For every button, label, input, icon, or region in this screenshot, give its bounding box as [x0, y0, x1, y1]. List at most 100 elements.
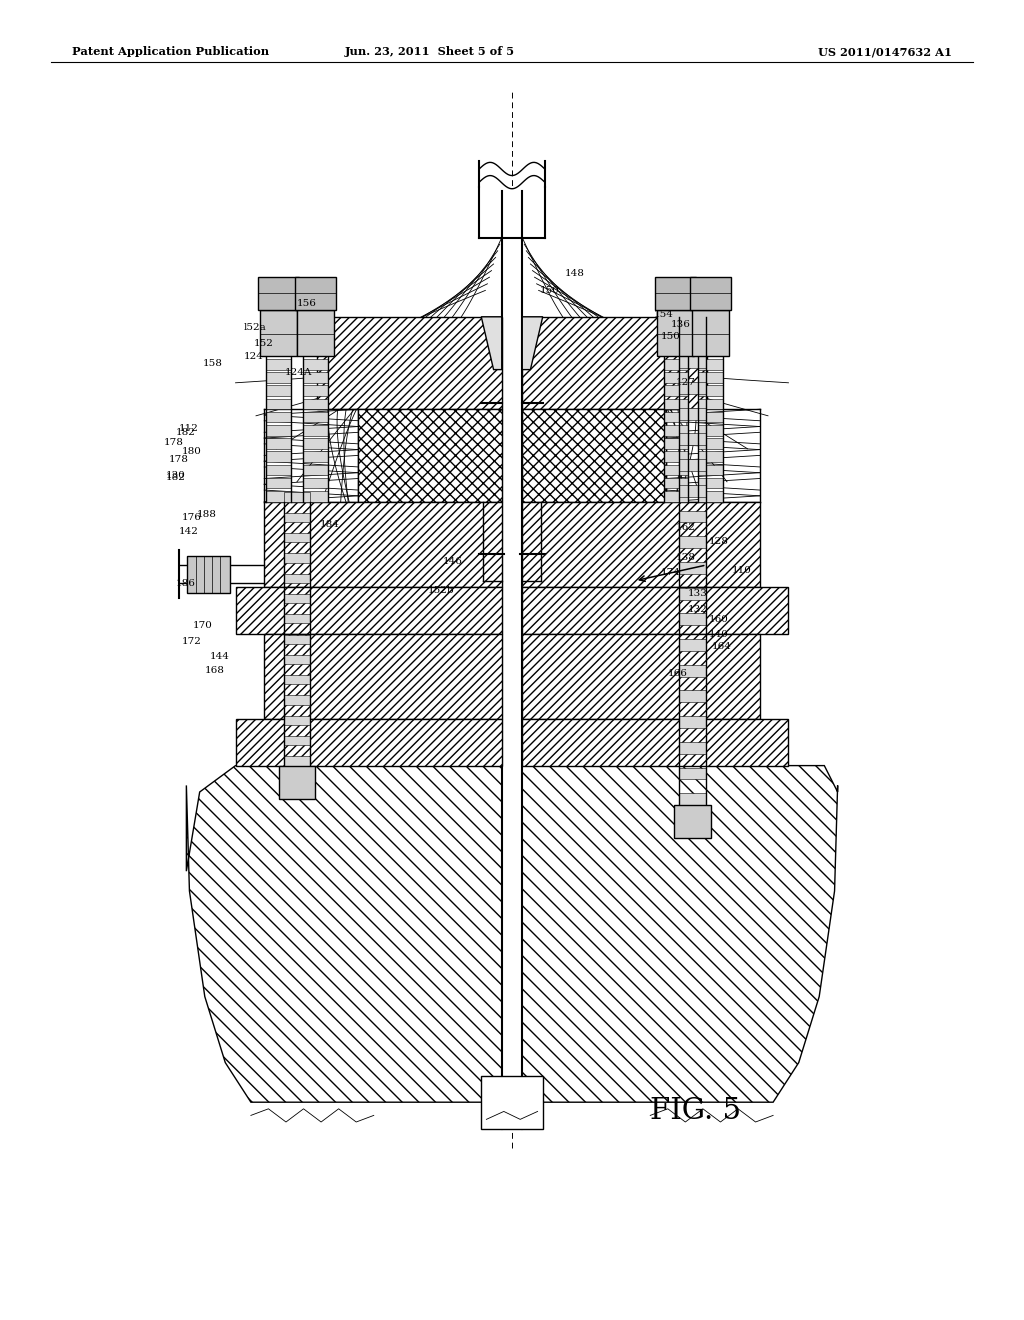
Text: 166: 166 [668, 669, 687, 677]
Text: Patent Application Publication: Patent Application Publication [72, 46, 269, 57]
Bar [284, 574, 310, 583]
Text: 150: 150 [660, 333, 680, 341]
Bar [664, 372, 688, 383]
Bar [303, 438, 328, 449]
Bar [266, 438, 291, 449]
Bar [679, 717, 706, 729]
Text: 178: 178 [164, 438, 183, 446]
Bar [679, 408, 706, 420]
Bar [284, 655, 310, 664]
Bar [266, 385, 291, 396]
Bar [664, 399, 688, 409]
Polygon shape [186, 766, 502, 1102]
Text: 140: 140 [709, 631, 728, 639]
Bar [266, 346, 291, 356]
Bar [303, 465, 328, 475]
Bar [679, 511, 706, 523]
Bar [303, 346, 328, 356]
Bar [284, 594, 310, 603]
Bar [264, 634, 502, 719]
Text: 128: 128 [709, 537, 728, 545]
Bar [266, 359, 291, 370]
Bar [303, 412, 328, 422]
Bar [692, 310, 729, 356]
Bar [522, 409, 666, 502]
Bar [266, 399, 291, 409]
Text: 174: 174 [660, 569, 680, 577]
Bar [698, 346, 723, 356]
Bar [266, 425, 291, 436]
Bar [303, 425, 328, 436]
Bar [679, 536, 706, 548]
Text: 184: 184 [319, 520, 339, 528]
Text: 152b: 152b [428, 586, 455, 594]
Bar [664, 425, 688, 436]
Text: 150: 150 [540, 286, 559, 294]
Bar [679, 768, 706, 780]
Bar [479, 187, 545, 238]
Bar [522, 719, 788, 766]
Text: 156: 156 [297, 300, 316, 308]
Text: 162: 162 [676, 524, 695, 532]
Text: Jun. 23, 2011  Sheet 5 of 5: Jun. 23, 2011 Sheet 5 of 5 [345, 46, 515, 57]
Text: 148: 148 [565, 269, 585, 277]
Bar [266, 372, 291, 383]
Bar [260, 310, 297, 356]
Bar [664, 451, 688, 462]
Bar [303, 372, 328, 383]
Bar [284, 696, 310, 705]
Bar [284, 756, 310, 766]
Bar [522, 317, 707, 409]
Bar [481, 1076, 543, 1129]
Bar [284, 492, 310, 502]
Text: 146: 146 [442, 557, 462, 565]
Bar [266, 465, 291, 475]
Bar [679, 381, 706, 393]
Bar [679, 587, 706, 599]
Text: 124: 124 [244, 352, 263, 360]
Text: 142: 142 [179, 528, 199, 536]
Bar [284, 512, 310, 521]
Bar [264, 502, 502, 587]
Bar [187, 556, 230, 593]
Bar [284, 553, 310, 562]
Bar [679, 305, 706, 317]
Text: 186: 186 [176, 579, 196, 587]
Bar [284, 533, 310, 543]
Text: 124A: 124A [285, 368, 312, 376]
Bar [698, 438, 723, 449]
Bar [284, 675, 310, 684]
Bar [295, 277, 336, 310]
Bar [664, 478, 688, 488]
Bar [522, 634, 760, 719]
Bar [284, 715, 310, 725]
Bar [284, 614, 310, 623]
Polygon shape [522, 317, 543, 370]
Text: US 2011/0147632 A1: US 2011/0147632 A1 [818, 46, 952, 57]
Text: 130: 130 [166, 471, 185, 479]
Text: FIG. 5: FIG. 5 [650, 1097, 741, 1125]
Bar [358, 409, 502, 502]
Bar [698, 491, 723, 502]
Bar [258, 277, 299, 310]
Bar [690, 277, 731, 310]
Bar [664, 491, 688, 502]
Text: 182: 182 [166, 474, 185, 482]
Bar [266, 451, 291, 462]
Text: 154: 154 [653, 310, 673, 318]
Bar [266, 478, 291, 488]
Bar [679, 639, 706, 651]
Bar [674, 805, 711, 838]
Bar [679, 433, 706, 445]
Polygon shape [481, 317, 502, 370]
Bar [284, 737, 310, 746]
Text: 188: 188 [197, 511, 216, 519]
Bar [698, 372, 723, 383]
Bar [303, 478, 328, 488]
Text: 168: 168 [205, 667, 224, 675]
Bar [303, 399, 328, 409]
Bar [679, 665, 706, 677]
Bar [679, 356, 706, 368]
Bar [502, 191, 522, 1129]
Bar [236, 587, 502, 634]
